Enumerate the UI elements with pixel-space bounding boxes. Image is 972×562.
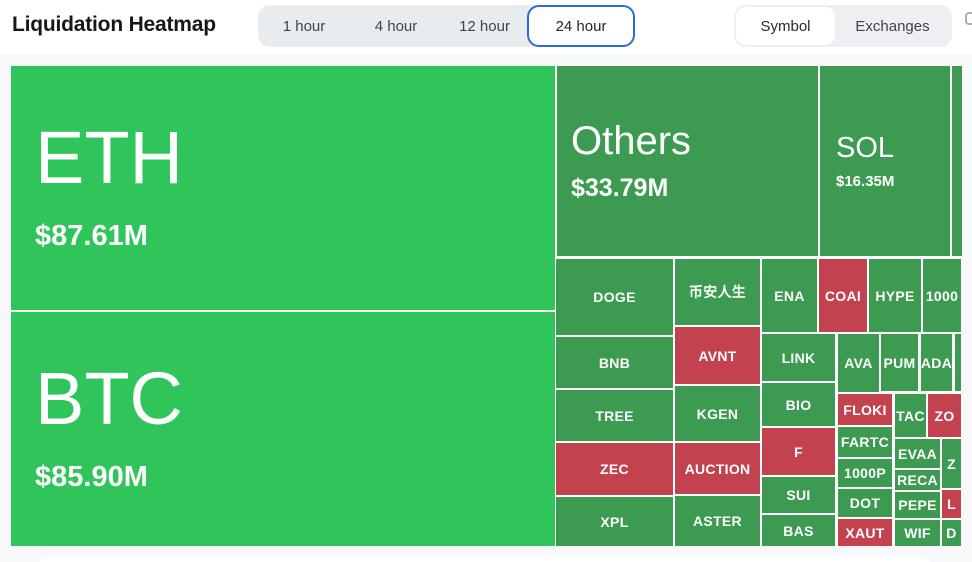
tile-symbol-label: TREE [595, 407, 634, 424]
tile-xaut[interactable]: XAUT [838, 519, 892, 546]
tile-d[interactable]: D [942, 520, 961, 546]
tile-pum[interactable]: PUM [881, 334, 918, 391]
tile-link[interactable]: LINK [762, 334, 835, 381]
tile-symbol-label: KGEN [696, 405, 739, 422]
tile-symbol-label: L [947, 496, 956, 512]
tile-symbol-label: ZEC [600, 461, 629, 477]
tile-symbol-label: BNB [598, 354, 631, 371]
tile-z[interactable]: Z [942, 439, 961, 488]
tile-symbol-label: BTC [35, 357, 183, 441]
tile-symbol-label: COAI [824, 287, 862, 304]
tile-symbol-label: FLOKI [843, 401, 887, 418]
tile-coai[interactable]: COAI [819, 259, 867, 332]
tile-hype[interactable]: HYPE [869, 259, 921, 332]
next-card-top-edge [38, 557, 932, 562]
tile-symbol-label: LINK [781, 349, 816, 366]
tile-bas[interactable]: BAS [762, 515, 835, 546]
tile-evaa[interactable]: EVAA [895, 439, 940, 468]
time-range-tabs: 1 hour 4 hour 12 hour 24 hour [258, 5, 635, 47]
tile-aster[interactable]: ASTER [675, 496, 760, 546]
tile-symbol-label: FARTC [840, 434, 890, 450]
page-title: Liquidation Heatmap [12, 13, 216, 36]
tile-symbol-label: ASTER [693, 513, 742, 529]
tile-bnb[interactable]: BNB [556, 337, 673, 388]
toggle-exchanges[interactable]: Exchanges [835, 7, 950, 45]
tab-12-hour[interactable]: 12 hour [442, 5, 527, 47]
liquidation-treemap: ETH $87.61M BTC $85.90M Others $33.79M SOL $16.… [11, 66, 962, 546]
tile-unlabeled[interactable] [955, 334, 961, 391]
tile-symbol-label: BIO [785, 396, 812, 413]
tile-1000p[interactable]: 1000P [838, 459, 892, 487]
tile-f[interactable]: F [762, 428, 835, 475]
toggle-symbol[interactable]: Symbol [736, 7, 835, 45]
tile-symbol-label: Others [571, 119, 692, 163]
tile-xpl[interactable]: XPL [556, 497, 673, 546]
tile-kgen[interactable]: KGEN [675, 386, 760, 441]
tile-ada[interactable]: ADA [921, 334, 952, 391]
tile-ena[interactable]: ENA [762, 259, 817, 332]
tile-symbol-label: AVA [844, 355, 873, 371]
tile-ava[interactable]: AVA [838, 334, 879, 392]
tile-bio[interactable]: BIO [762, 383, 835, 426]
tile-l[interactable]: L [942, 490, 961, 518]
tile-symbol-label: BAS [783, 522, 814, 539]
tile-floki[interactable]: FLOKI [838, 394, 892, 425]
tile-symbol-label: F [794, 443, 803, 460]
tile-pepe[interactable]: PEPE [895, 492, 940, 518]
tile-symbol-label: D [946, 525, 957, 541]
view-toggle: Symbol Exchanges [734, 5, 952, 47]
tile-symbol-label: 1000 [925, 287, 959, 304]
tile-value-label: $85.90M [35, 460, 148, 493]
tile-fartc[interactable]: FARTC [838, 427, 892, 457]
tile-unlabeled[interactable] [952, 66, 962, 256]
tile-value-label: $33.79M [571, 174, 669, 202]
tile-symbol-label: PEPE [898, 497, 937, 513]
tile-symbol-label: ADA [921, 354, 952, 371]
tile-btc[interactable]: BTC $85.90M [11, 312, 555, 546]
tile-symbol-label: TAC [896, 407, 925, 424]
tile-symbol-label: Z [947, 455, 956, 472]
tile-symbol-label: XAUT [845, 524, 885, 541]
tile-others[interactable]: Others $33.79M [557, 66, 818, 256]
tile-symbol-label: ZO [934, 407, 955, 424]
tile-symbol-label: DOGE [593, 289, 636, 305]
tile-sol[interactable]: SOL $16.35M [820, 66, 950, 256]
tile-symbol-label: EVAA [897, 445, 938, 462]
tile-symbol-label: DOT [849, 495, 881, 511]
tile-symbol-label: 币安人生 [688, 284, 747, 300]
tile-symbol-label: AUCTION [684, 460, 751, 477]
tile-symbol-label: 1000P [844, 465, 886, 481]
tile-symbol-label: HYPE [875, 287, 915, 304]
tile-avnt[interactable]: AVNT [675, 327, 760, 384]
page-header: Liquidation Heatmap 1 hour 4 hour 12 hou… [0, 0, 972, 54]
tab-4-hour[interactable]: 4 hour [350, 5, 442, 47]
tile-symbol-label: PUM [883, 354, 916, 371]
tile-doge[interactable]: DOGE [556, 259, 673, 335]
tile-value-label: $16.35M [836, 173, 895, 190]
tile-symbol-label: XPL [600, 513, 629, 530]
tile-symbol-label: ENA [774, 287, 805, 304]
tile-reca[interactable]: RECA [895, 470, 940, 490]
tile-zec[interactable]: ZEC [556, 443, 673, 495]
tile-symbol-label: RECA [897, 472, 938, 488]
tile-cjk-symbol[interactable]: 币安人生 [675, 259, 760, 325]
tile-tac[interactable]: TAC [895, 394, 926, 437]
tile-symbol-label: WIF [904, 525, 931, 541]
tile-wif[interactable]: WIF [895, 520, 940, 546]
tile-value-label: $87.61M [35, 219, 148, 252]
camera-icon-partial[interactable] [965, 12, 972, 25]
tile-dot[interactable]: DOT [838, 489, 892, 517]
tile-symbol-label: AVNT [698, 347, 737, 364]
tile-symbol-label: SUI [786, 487, 811, 503]
tile-tree[interactable]: TREE [556, 390, 673, 441]
tile-sui[interactable]: SUI [762, 477, 835, 513]
tab-24-hour[interactable]: 24 hour [527, 5, 635, 47]
tile-1000[interactable]: 1000 [923, 259, 961, 332]
tab-1-hour[interactable]: 1 hour [258, 5, 350, 47]
tile-eth[interactable]: ETH $87.61M [11, 66, 555, 310]
tile-zo[interactable]: ZO [928, 394, 961, 437]
tile-symbol-label: SOL [836, 132, 895, 164]
tile-symbol-label: ETH [35, 116, 183, 200]
tile-auction[interactable]: AUCTION [675, 443, 760, 494]
